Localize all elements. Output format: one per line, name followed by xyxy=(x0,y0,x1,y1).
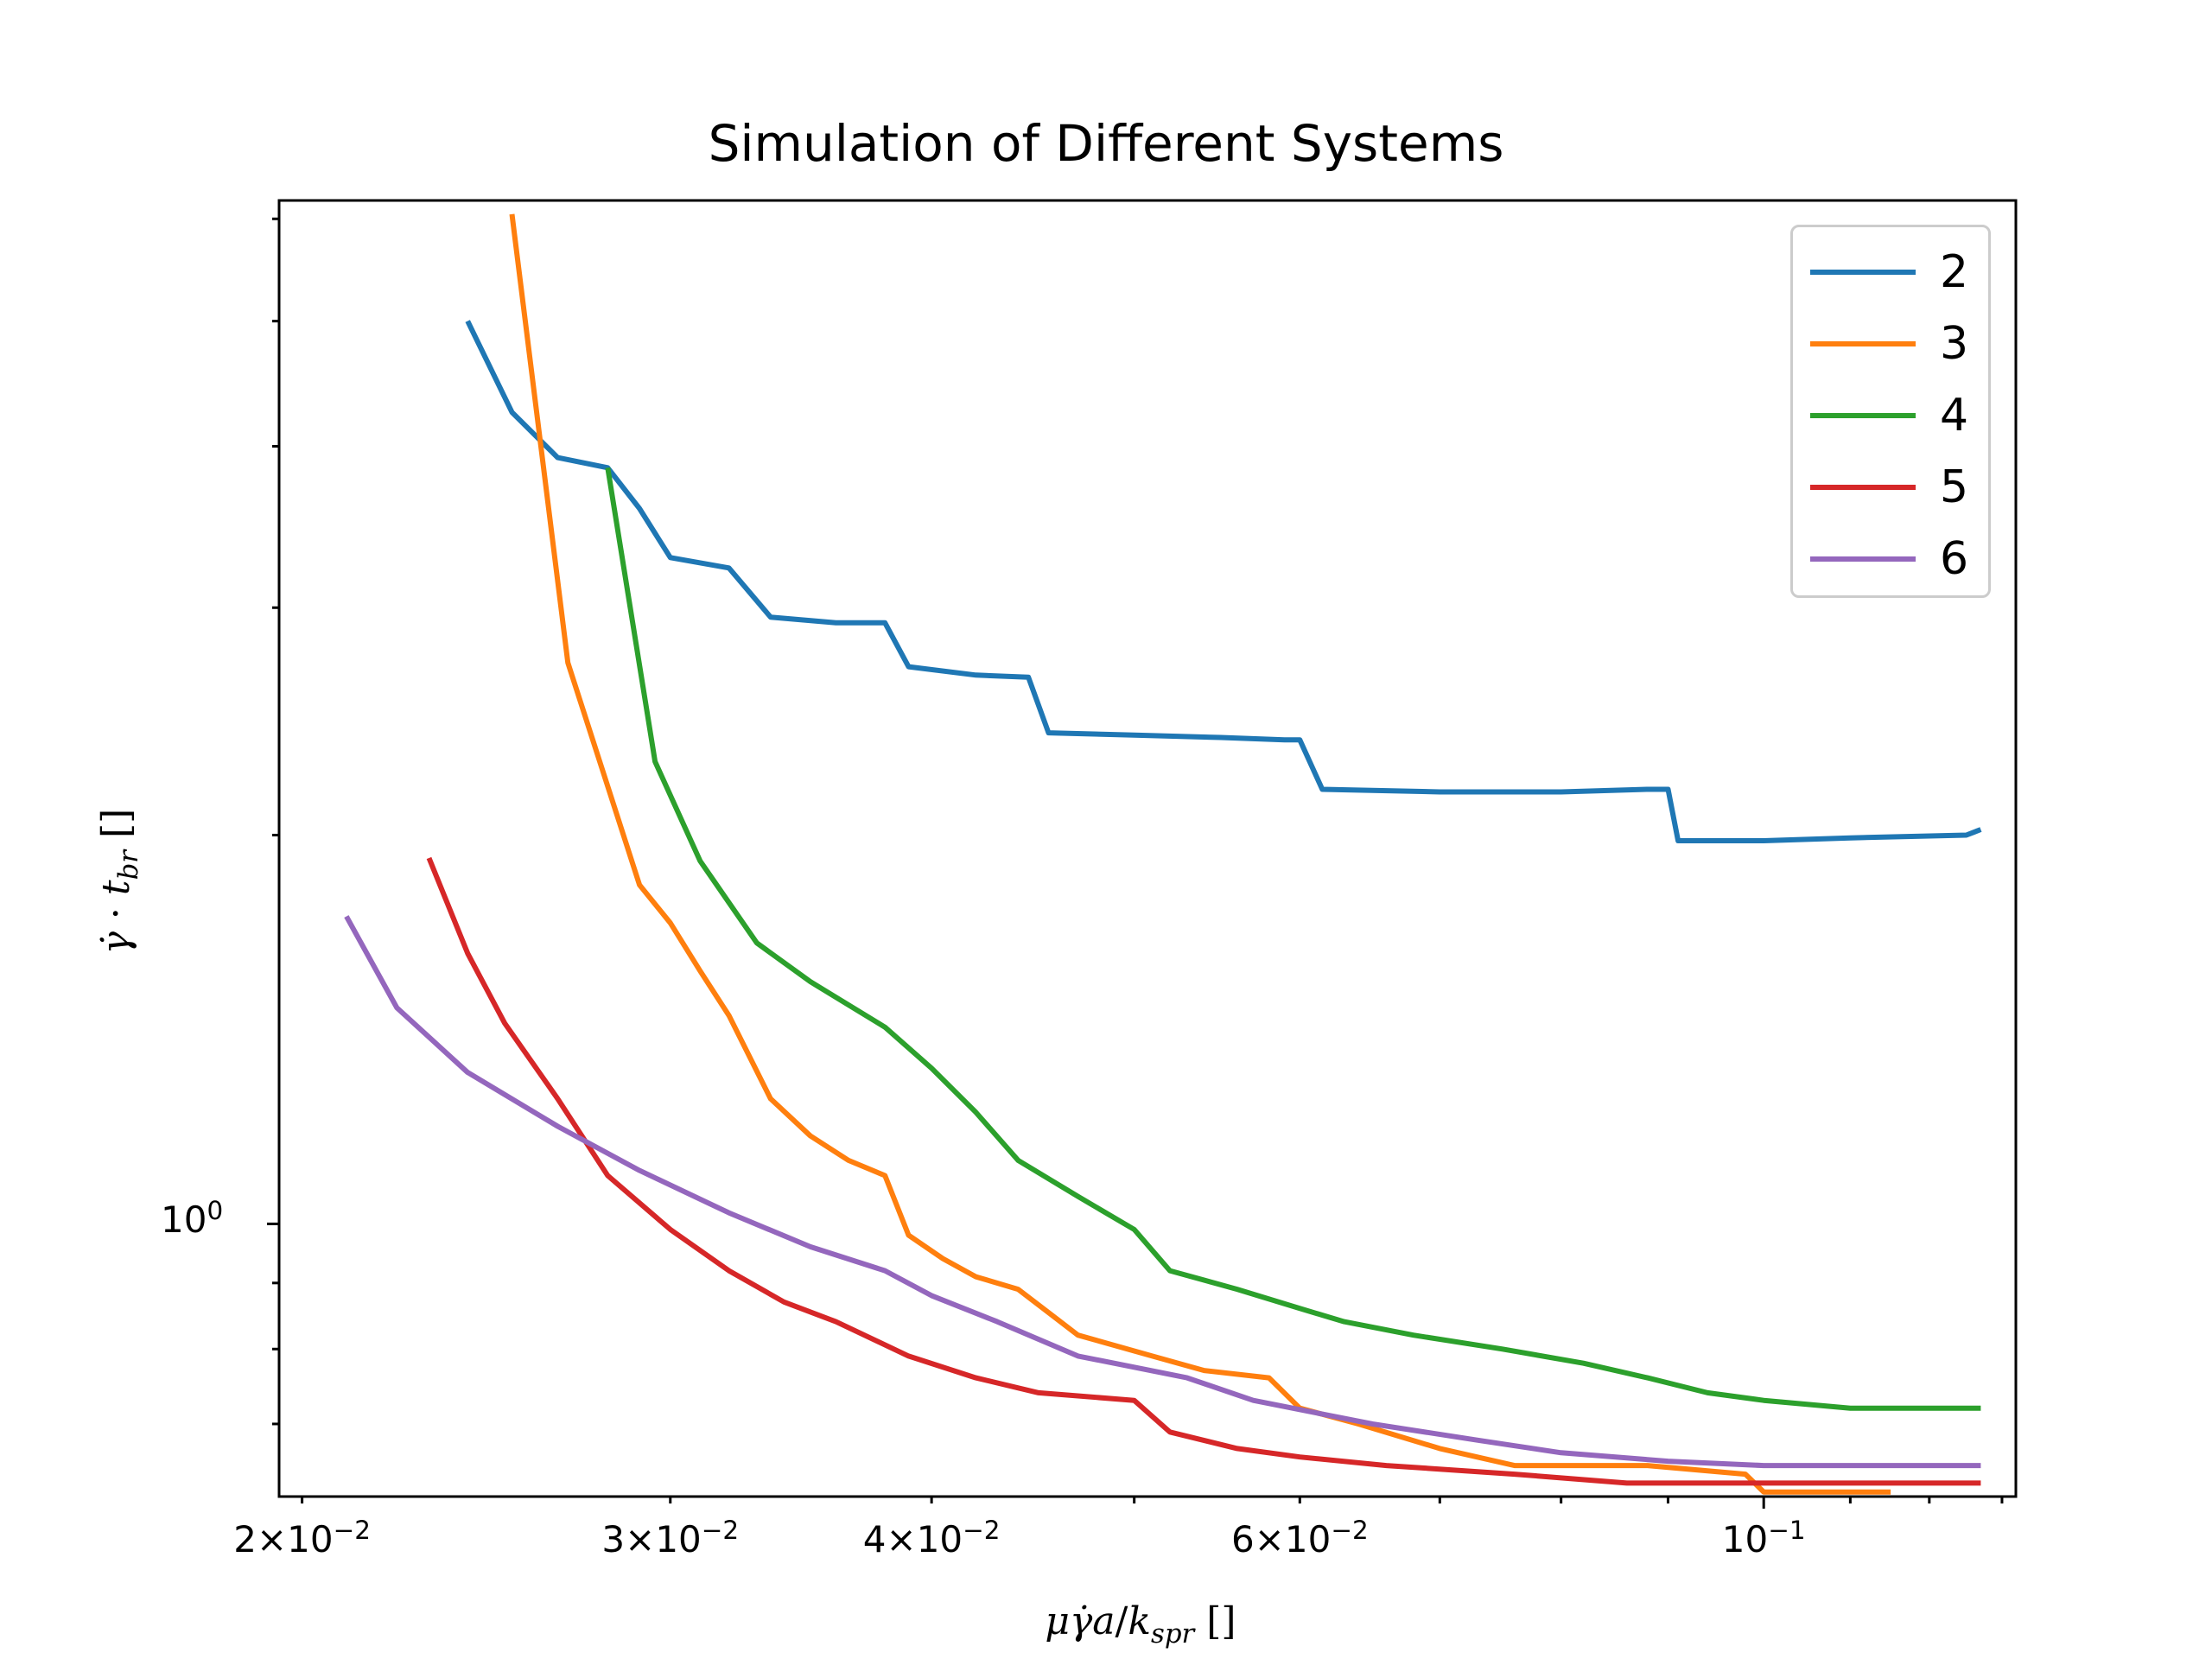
legend-label: 4 xyxy=(1940,390,1969,442)
tick-layer xyxy=(267,217,2004,1509)
legend-item-6: 6 xyxy=(1793,533,1988,585)
series-line-5 xyxy=(426,856,1981,1486)
legend-label: 5 xyxy=(1940,461,1969,513)
series-line-4 xyxy=(605,467,1981,1411)
x-tick-label: 4×10−2 xyxy=(862,1516,1001,1560)
series-line-3 xyxy=(509,213,1891,1495)
x-axis-label: μγ̇a/kspr [] xyxy=(1045,1599,1236,1649)
legend-label: 6 xyxy=(1940,533,1969,585)
legend-item-3: 3 xyxy=(1793,318,1988,370)
series-line-2 xyxy=(465,320,1982,843)
y-tick-label: 100 xyxy=(161,1196,224,1242)
legend-swatch xyxy=(1810,485,1916,490)
series-layer xyxy=(344,213,1982,1495)
series-line-6 xyxy=(344,915,1981,1469)
chart-title: Simulation of Different Systems xyxy=(708,114,1504,173)
x-tick-label: 10−1 xyxy=(1721,1516,1806,1560)
legend: 2 3 4 5 6 xyxy=(1790,225,1991,598)
x-tick-label: 6×10−2 xyxy=(1230,1516,1369,1560)
legend-item-5: 5 xyxy=(1793,461,1988,513)
legend-swatch xyxy=(1810,413,1916,418)
plot-frame xyxy=(277,199,2018,1498)
y-axis-label: γ̇ · tbr [] xyxy=(94,808,144,955)
legend-swatch xyxy=(1810,270,1916,275)
legend-swatch xyxy=(1810,556,1916,562)
legend-swatch xyxy=(1810,341,1916,346)
legend-label: 2 xyxy=(1940,246,1969,298)
x-tick-label: 2×10−2 xyxy=(233,1516,371,1560)
legend-item-2: 2 xyxy=(1793,246,1988,298)
legend-label: 3 xyxy=(1940,318,1969,370)
legend-item-4: 4 xyxy=(1793,390,1988,442)
x-tick-label: 3×10−2 xyxy=(601,1516,740,1560)
